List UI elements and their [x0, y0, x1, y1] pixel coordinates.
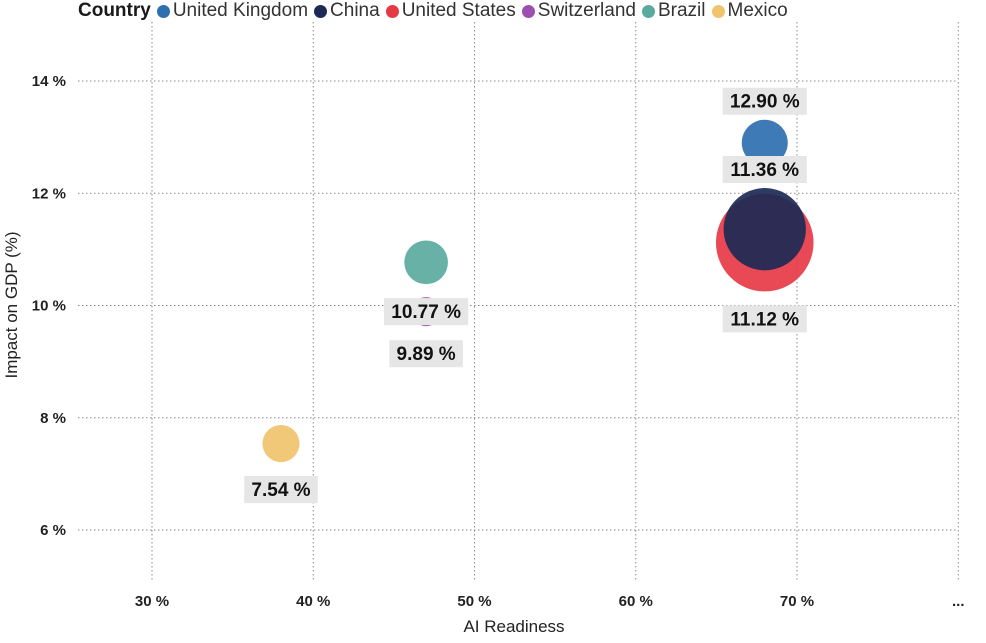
legend-label: United Kingdom: [172, 0, 309, 21]
bubble-mexico[interactable]: [262, 425, 300, 463]
legend-item-brazil[interactable]: Brazil: [641, 0, 706, 22]
legend-item-china[interactable]: China: [314, 0, 380, 22]
legend: Country United Kingdom China United States…: [78, 0, 794, 22]
data-label-bg: [722, 305, 807, 333]
tick-labels: 30 % 40 % 50 % 60 % 70 % ... 6 % 8 % 10 % 12 % 14 …: [32, 73, 965, 610]
legend-marker: [156, 4, 170, 18]
data-label-united-kingdom: 12.90 %: [722, 87, 807, 115]
data-label-text: 11.36 %: [730, 160, 799, 181]
data-label-bg: [722, 156, 807, 184]
x-tick-label: 50 %: [457, 593, 491, 610]
data-label-bg: [389, 340, 463, 368]
data-label-united-states: 11.12 %: [722, 305, 807, 333]
x-tick-label: 70 %: [780, 593, 814, 610]
x-tick-label: 30 %: [135, 593, 169, 610]
legend-item-switzerland[interactable]: Switzerland: [521, 0, 636, 22]
legend-label: Brazil: [657, 0, 706, 21]
bubble-china[interactable]: [723, 188, 806, 271]
x-tick-label: 40 %: [296, 593, 330, 610]
legend-item-united-states[interactable]: United States: [385, 0, 516, 22]
legend-marker: [711, 4, 725, 18]
y-tick-label: 8 %: [40, 410, 66, 427]
gridlines: [78, 22, 959, 580]
data-label-text: 12.90 %: [730, 92, 800, 113]
legend-marker: [521, 4, 535, 18]
data-label-switzerland: 9.89 %: [389, 340, 463, 368]
bubble-united-kingdom[interactable]: [741, 119, 788, 166]
data-label-text: 7.54 %: [251, 480, 310, 501]
legend-label: Switzerland: [537, 0, 636, 21]
legend-marker: [314, 4, 328, 18]
legend-title: Country: [78, 0, 151, 21]
y-tick-label: 6 %: [40, 522, 66, 539]
x-axis-label: AI Readiness: [463, 617, 564, 636]
legend-label: Mexico: [727, 0, 788, 21]
y-tick-label: 14 %: [32, 73, 66, 90]
y-axis-label: Impact on GDP (%): [2, 231, 21, 378]
data-label-brazil: 10.77 %: [384, 298, 469, 326]
data-label-mexico: 7.54 %: [244, 476, 318, 504]
legend-marker: [385, 4, 399, 18]
data-label-bg: [384, 298, 469, 326]
data-label-china: 11.36 %: [722, 156, 807, 184]
data-label-text: 10.77 %: [391, 302, 461, 323]
legend-marker: [641, 4, 655, 18]
x-tick-label: ...: [952, 593, 965, 610]
legend-label: China: [330, 0, 380, 21]
x-tick-label: 60 %: [619, 593, 653, 610]
data-label-bg: [244, 476, 318, 504]
data-label-text: 11.12 %: [730, 309, 799, 330]
data-labels: 12.90 % 11.36 % 11.12 % 9.89 % 10.77 % 7.54 %: [244, 87, 807, 504]
legend-item-mexico[interactable]: Mexico: [711, 0, 788, 22]
y-tick-label: 12 %: [32, 185, 66, 202]
data-label-text: 9.89 %: [397, 344, 456, 365]
legend-label: United States: [401, 0, 516, 21]
data-label-bg: [722, 87, 807, 115]
y-tick-label: 10 %: [32, 298, 66, 315]
legend-item-united-kingdom[interactable]: United Kingdom: [156, 0, 309, 22]
bubble-brazil[interactable]: [404, 240, 448, 285]
